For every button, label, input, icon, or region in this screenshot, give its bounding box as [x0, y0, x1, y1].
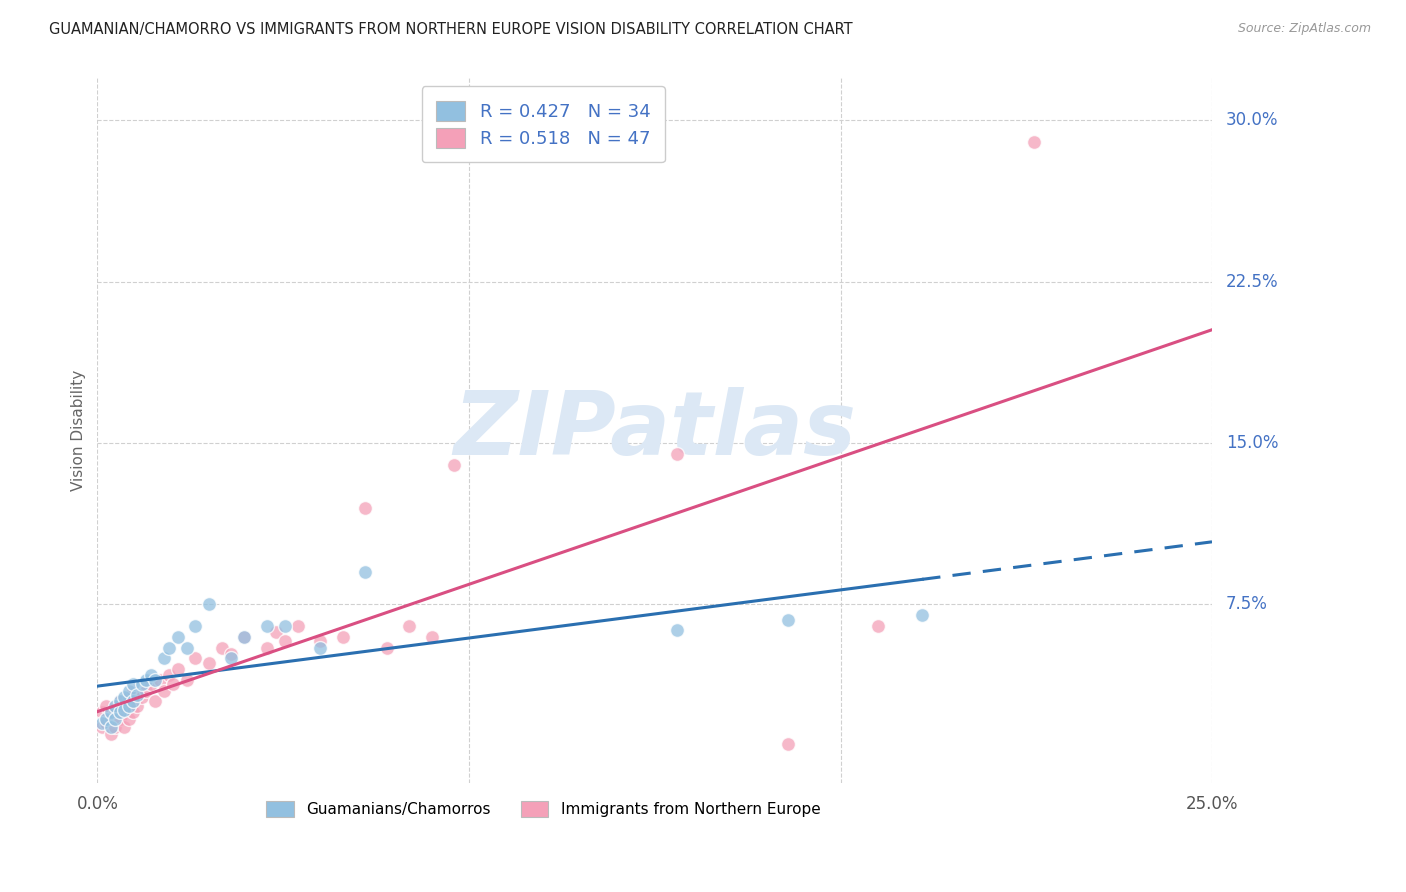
Point — [420, 630, 443, 644]
Point — [100, 720, 122, 734]
Point — [166, 662, 188, 676]
Point — [104, 711, 127, 725]
Point — [108, 705, 131, 719]
Point — [90, 720, 112, 734]
Point — [153, 651, 176, 665]
Point — [131, 677, 153, 691]
Point — [139, 677, 162, 691]
Point — [778, 737, 800, 751]
Text: Source: ZipAtlas.com: Source: ZipAtlas.com — [1237, 22, 1371, 36]
Point — [184, 619, 207, 633]
Point — [149, 673, 172, 687]
Point — [273, 634, 295, 648]
Point — [122, 705, 145, 719]
Point — [264, 625, 287, 640]
Point — [112, 703, 135, 717]
Point — [143, 673, 166, 687]
Text: 7.5%: 7.5% — [1226, 596, 1268, 614]
Text: ZIPatlas: ZIPatlas — [453, 387, 856, 474]
Point — [135, 683, 157, 698]
Point — [911, 608, 934, 623]
Point — [157, 668, 180, 682]
Point — [375, 640, 398, 655]
Text: 30.0%: 30.0% — [1226, 112, 1278, 129]
Point — [354, 500, 377, 515]
Text: 15.0%: 15.0% — [1226, 434, 1278, 452]
Point — [96, 715, 118, 730]
Point — [90, 705, 112, 719]
Point — [100, 705, 122, 719]
Point — [233, 630, 256, 644]
Point — [96, 711, 118, 725]
Point — [309, 634, 332, 648]
Point — [100, 711, 122, 725]
Legend: Guamanians/Chamorros, Immigrants from Northern Europe: Guamanians/Chamorros, Immigrants from No… — [259, 794, 828, 825]
Point — [117, 698, 139, 713]
Point — [256, 640, 278, 655]
Point — [443, 458, 465, 472]
Point — [122, 694, 145, 708]
Point — [398, 619, 420, 633]
Point — [309, 640, 332, 655]
Point — [108, 694, 131, 708]
Point — [219, 647, 242, 661]
Point — [131, 690, 153, 704]
Point — [287, 619, 309, 633]
Y-axis label: Vision Disability: Vision Disability — [72, 369, 86, 491]
Point — [219, 651, 242, 665]
Point — [117, 683, 139, 698]
Point — [139, 668, 162, 682]
Point — [332, 630, 354, 644]
Point — [184, 651, 207, 665]
Point — [778, 613, 800, 627]
Point — [176, 673, 198, 687]
Point — [157, 640, 180, 655]
Text: GUAMANIAN/CHAMORRO VS IMMIGRANTS FROM NORTHERN EUROPE VISION DISABILITY CORRELAT: GUAMANIAN/CHAMORRO VS IMMIGRANTS FROM NO… — [49, 22, 853, 37]
Point — [117, 711, 139, 725]
Point — [198, 656, 221, 670]
Point — [866, 619, 889, 633]
Point — [122, 677, 145, 691]
Point — [122, 683, 145, 698]
Point — [162, 677, 184, 691]
Point — [108, 711, 131, 725]
Point — [104, 698, 127, 713]
Point — [90, 715, 112, 730]
Point — [100, 726, 122, 740]
Point — [665, 624, 688, 638]
Point — [117, 690, 139, 704]
Text: 22.5%: 22.5% — [1226, 273, 1278, 291]
Point — [198, 598, 221, 612]
Point — [108, 694, 131, 708]
Point — [256, 619, 278, 633]
Point — [127, 688, 149, 702]
Point — [1022, 135, 1045, 149]
Point — [104, 705, 127, 719]
Point — [135, 673, 157, 687]
Point — [96, 698, 118, 713]
Point — [112, 698, 135, 713]
Point — [112, 690, 135, 704]
Point — [354, 566, 377, 580]
Point — [166, 630, 188, 644]
Point — [104, 720, 127, 734]
Point — [127, 698, 149, 713]
Point — [665, 447, 688, 461]
Point — [211, 640, 233, 655]
Point — [233, 630, 256, 644]
Point — [273, 619, 295, 633]
Point — [112, 720, 135, 734]
Point — [143, 694, 166, 708]
Point — [153, 683, 176, 698]
Point — [176, 640, 198, 655]
